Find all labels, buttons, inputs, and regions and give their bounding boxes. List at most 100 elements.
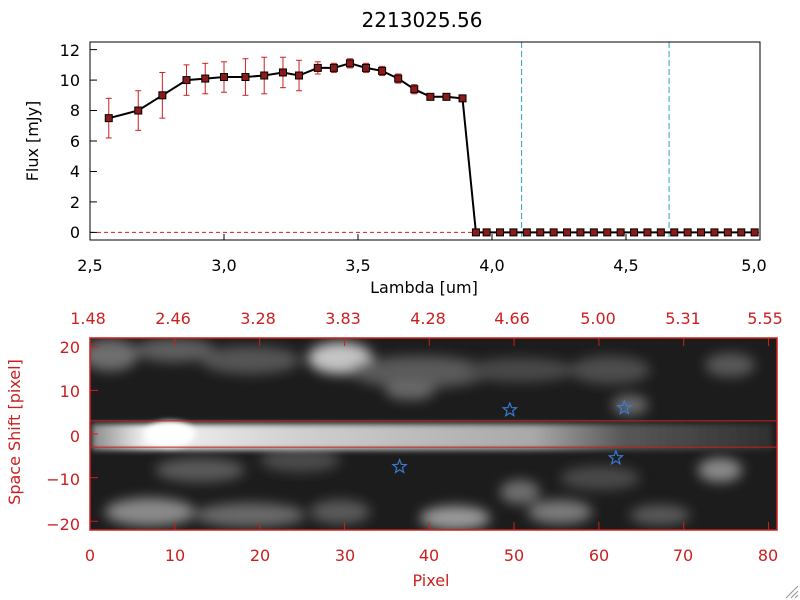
data-point xyxy=(563,228,572,237)
spectrum-image xyxy=(90,338,777,530)
x-tick-label: 70 xyxy=(673,546,693,565)
y-tick-label: 0 xyxy=(70,427,80,446)
spectrum-y-axis: 0 2 4 6 8 10 12 Flux [mJy] xyxy=(23,41,97,242)
y-axis-label: Space Shift [pixel] xyxy=(5,359,24,505)
star-marker xyxy=(607,449,625,466)
top-tick-label: 2.46 xyxy=(155,309,191,328)
image-blobs xyxy=(90,338,755,530)
data-point xyxy=(737,228,746,237)
data-point xyxy=(329,63,338,72)
star-marker xyxy=(616,399,633,415)
y-tick-label: 6 xyxy=(70,132,80,151)
data-point xyxy=(549,228,558,237)
x-tick-label: 5,0 xyxy=(741,256,766,275)
star-marker xyxy=(501,401,519,418)
data-point xyxy=(750,228,759,237)
x-tick-label: 4,0 xyxy=(479,256,504,275)
spectral-trace xyxy=(92,424,772,450)
data-point xyxy=(278,68,287,77)
data-point xyxy=(482,228,491,237)
data-point xyxy=(670,228,679,237)
data-point xyxy=(378,66,387,75)
data-point xyxy=(589,228,598,237)
image-y-axis: 20 10 0 −10 −20 Space Shift [pixel] xyxy=(5,338,80,534)
data-point xyxy=(134,106,143,115)
x-tick-label: 50 xyxy=(504,546,524,565)
resize-grip[interactable] xyxy=(785,585,799,599)
top-tick-label: 5.55 xyxy=(747,309,783,328)
x-tick-label: 0 xyxy=(85,546,95,565)
data-point xyxy=(201,74,210,83)
y-tick-label: 10 xyxy=(60,382,80,401)
data-point xyxy=(536,228,545,237)
star-marker xyxy=(391,458,408,474)
data-point xyxy=(220,73,228,82)
aperture-lines xyxy=(90,420,777,448)
data-point xyxy=(697,228,706,237)
data-point xyxy=(182,76,191,85)
data-point xyxy=(522,228,531,237)
data-point xyxy=(458,94,467,103)
data-point xyxy=(241,73,250,82)
data-point xyxy=(710,228,719,237)
y-tick-label: 8 xyxy=(70,101,80,120)
y-tick-label: −20 xyxy=(46,515,80,534)
top-tick-label: 3.83 xyxy=(325,309,361,328)
image-markers xyxy=(391,399,633,474)
x-tick-label: 30 xyxy=(335,546,355,565)
y-tick-label: 12 xyxy=(60,41,80,60)
data-point xyxy=(723,228,732,237)
top-tick-label: 5.00 xyxy=(580,309,616,328)
data-point xyxy=(442,92,451,101)
image-x-axis: 0 10 20 30 40 50 60 70 80 Pixel xyxy=(85,546,778,590)
y-tick-label: 20 xyxy=(60,338,80,357)
y-tick-label: 10 xyxy=(60,71,80,90)
data-point xyxy=(345,59,354,68)
data-point xyxy=(630,228,639,237)
top-tick-label: 3.28 xyxy=(240,309,276,328)
top-tick-label: 4.28 xyxy=(410,309,446,328)
spectrum-x-axis: 2,5 3,0 3,5 4,0 4,5 5,0 Lambda [um] xyxy=(77,234,767,297)
x-tick-label: 20 xyxy=(250,546,270,565)
spectrum-plot: 2213025.56 2,5 3,0 3,5 4,0 4,5 5,0 Lambd… xyxy=(23,8,767,297)
x-tick-label: 3,5 xyxy=(345,256,370,275)
image-plot: 1.48 2.46 3.28 3.83 4.28 4.66 5.00 5.31 … xyxy=(5,309,783,590)
spectrum-points xyxy=(104,59,759,237)
top-tick-label: 5.31 xyxy=(665,309,701,328)
data-point xyxy=(362,63,371,72)
plot-title: 2213025.56 xyxy=(362,8,483,32)
data-point xyxy=(683,228,692,237)
trace-peak xyxy=(145,421,195,447)
data-point xyxy=(158,91,167,100)
data-point xyxy=(509,228,518,237)
data-point xyxy=(295,71,304,80)
x-tick-label: 80 xyxy=(758,546,778,565)
top-tick-label: 1.48 xyxy=(70,309,106,328)
y-tick-label: −10 xyxy=(46,470,80,489)
x-tick-label: 4,5 xyxy=(613,256,638,275)
x-tick-label: 10 xyxy=(165,546,185,565)
data-point xyxy=(471,228,480,237)
y-tick-label: 2 xyxy=(70,193,80,212)
x-axis-label: Lambda [um] xyxy=(370,278,478,297)
y-tick-label: 0 xyxy=(70,223,80,242)
y-tick-label: 4 xyxy=(70,162,80,181)
data-point xyxy=(426,92,435,101)
data-point xyxy=(616,228,625,237)
data-point xyxy=(656,228,665,237)
x-tick-label: 3,0 xyxy=(211,256,236,275)
x-tick-label: 2,5 xyxy=(77,256,102,275)
data-point xyxy=(576,228,585,237)
data-point xyxy=(104,114,113,123)
data-point xyxy=(410,85,419,94)
data-point xyxy=(643,228,652,237)
top-tick-label: 4.66 xyxy=(494,309,530,328)
data-point xyxy=(313,63,322,72)
y-axis-label: Flux [mJy] xyxy=(23,101,42,182)
data-point xyxy=(496,228,505,237)
data-point xyxy=(260,71,269,80)
x-tick-label: 60 xyxy=(589,546,609,565)
data-point xyxy=(394,74,403,83)
data-point xyxy=(603,228,612,237)
